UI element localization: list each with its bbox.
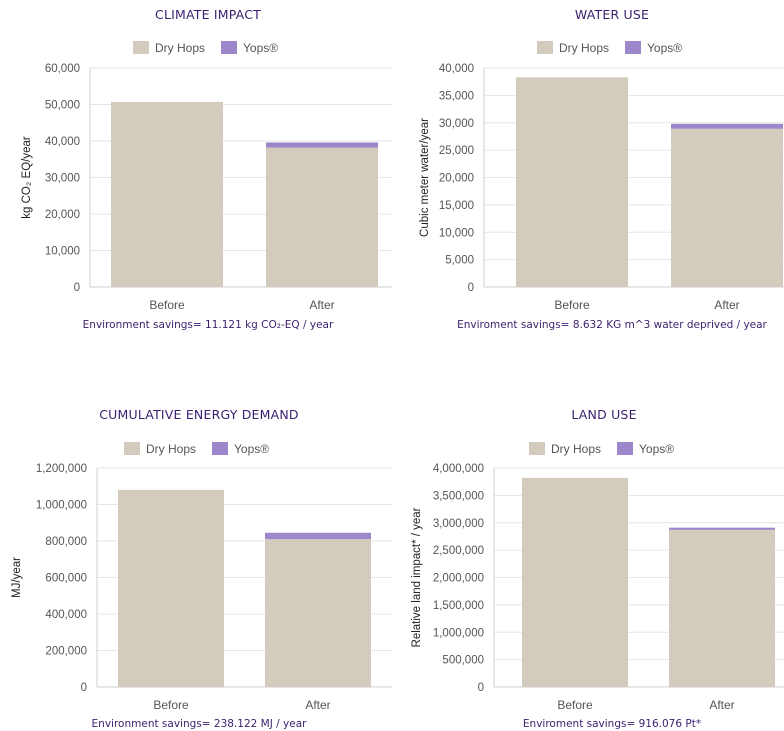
y-tick-label: 30,000 bbox=[439, 118, 474, 130]
savings-note: Environment savings= 238.122 MJ / year bbox=[92, 718, 308, 730]
y-tick-label: 20,000 bbox=[45, 209, 80, 221]
bar-after-yops bbox=[669, 527, 775, 530]
bar-after-dry-hops bbox=[265, 539, 371, 687]
legend-label-yops: Yops® bbox=[639, 442, 674, 456]
savings-note: Enviroment savings= 8.632 KG m^3 water d… bbox=[457, 319, 767, 331]
legend-swatch-yops bbox=[221, 41, 237, 54]
y-tick-label: 0 bbox=[478, 682, 484, 694]
y-tick-label: 200,000 bbox=[45, 646, 87, 658]
x-tick-label: After bbox=[309, 298, 334, 312]
legend-swatch-dry-hops bbox=[529, 442, 545, 455]
chart-land-use: LAND USE Dry Hops Yops® 0 500,000 1,000,000 1,… bbox=[392, 365, 784, 731]
legend-label-yops: Yops® bbox=[647, 41, 682, 55]
y-tick-label: 0 bbox=[81, 682, 87, 694]
bar-before-dry-hops bbox=[111, 101, 223, 287]
x-tick-label: Before bbox=[554, 298, 590, 312]
x-tick-label: Before bbox=[153, 698, 189, 712]
chart-svg: CLIMATE IMPACT Dry Hops Yops® 0 10,000 20,000… bbox=[21, 7, 392, 331]
chart-svg: CUMULATIVE ENERGY DEMAND Dry Hops Yops® 0 20… bbox=[11, 407, 392, 730]
bar-before-dry-hops bbox=[118, 489, 224, 687]
y-tick-label: 60,000 bbox=[45, 63, 80, 75]
y-tick-label: 5,000 bbox=[445, 255, 474, 267]
bar-after-dry-hops bbox=[671, 128, 783, 287]
bar-after-dry-hops bbox=[669, 529, 775, 687]
y-tick-label: 40,000 bbox=[439, 63, 474, 75]
y-tick-label: 1,500,000 bbox=[433, 600, 484, 612]
bar-before-dry-hops bbox=[516, 77, 628, 288]
legend-label-yops: Yops® bbox=[234, 442, 269, 456]
x-tick-label: After bbox=[709, 698, 734, 712]
savings-note: Enviroment savings= 916.076 Pt* bbox=[523, 718, 701, 730]
chart-title: WATER USE bbox=[575, 7, 649, 22]
chart-title: CUMULATIVE ENERGY DEMAND bbox=[99, 407, 299, 422]
legend-swatch-yops bbox=[617, 442, 633, 455]
legend-swatch-yops bbox=[212, 442, 228, 455]
y-tick-label: 3,000,000 bbox=[433, 518, 484, 530]
bar-after-yops bbox=[266, 142, 378, 148]
y-tick-label: 3,500,000 bbox=[433, 490, 484, 502]
y-tick-label: 0 bbox=[468, 282, 474, 294]
y-tick-label: 10,000 bbox=[45, 246, 80, 258]
savings-note: Environment savings= 11.121 kg CO₂-EQ / … bbox=[83, 319, 334, 331]
y-tick-label: 600,000 bbox=[45, 573, 87, 585]
legend-swatch-dry-hops bbox=[133, 41, 149, 54]
y-tick-label: 40,000 bbox=[45, 136, 80, 148]
y-tick-label: 400,000 bbox=[45, 609, 87, 621]
y-tick-label: 4,000,000 bbox=[433, 463, 484, 475]
chart-cumulative-energy-demand: CUMULATIVE ENERGY DEMAND Dry Hops Yops® 0 20… bbox=[0, 365, 392, 731]
chart-water-use: WATER USE Dry Hops Yops® 0 5,000 10,000 15,000… bbox=[392, 0, 784, 365]
bar-after-yops bbox=[671, 123, 783, 129]
y-tick-label: 25,000 bbox=[439, 145, 474, 157]
x-tick-label: After bbox=[714, 298, 739, 312]
y-axis-label: Relative land impact* / year bbox=[411, 507, 423, 647]
chart-title: CLIMATE IMPACT bbox=[155, 7, 261, 22]
y-tick-label: 20,000 bbox=[439, 173, 474, 185]
chart-svg: LAND USE Dry Hops Yops® 0 500,000 1,000,000 1,… bbox=[411, 407, 784, 730]
bar-after-dry-hops bbox=[266, 147, 378, 287]
legend-swatch-yops bbox=[625, 41, 641, 54]
legend-label-dry-hops: Dry Hops bbox=[559, 41, 609, 55]
y-tick-label: 500,000 bbox=[442, 655, 484, 667]
y-axis-label: Cubic meter water/year bbox=[419, 118, 431, 237]
y-tick-label: 10,000 bbox=[439, 227, 474, 239]
y-tick-label: 35,000 bbox=[439, 90, 474, 102]
bar-before-dry-hops bbox=[522, 477, 628, 687]
legend-swatch-dry-hops bbox=[124, 442, 140, 455]
x-tick-label: Before bbox=[149, 298, 185, 312]
y-axis-label: MJ/year bbox=[11, 557, 23, 598]
y-tick-label: 2,000,000 bbox=[433, 573, 484, 585]
legend-label-yops: Yops® bbox=[243, 41, 278, 55]
chart-title: LAND USE bbox=[571, 407, 636, 422]
legend-swatch-dry-hops bbox=[537, 41, 553, 54]
y-tick-label: 1,000,000 bbox=[36, 500, 87, 512]
legend-label-dry-hops: Dry Hops bbox=[155, 41, 205, 55]
y-tick-label: 2,500,000 bbox=[433, 545, 484, 557]
y-tick-label: 1,200,000 bbox=[36, 463, 87, 475]
bar-after-yops bbox=[265, 532, 371, 540]
y-axis-label: kg CO₂ EQ/year bbox=[21, 136, 33, 219]
y-tick-label: 1,000,000 bbox=[433, 627, 484, 639]
y-tick-label: 50,000 bbox=[45, 100, 80, 112]
chart-svg: WATER USE Dry Hops Yops® 0 5,000 10,000 15,000… bbox=[419, 7, 784, 331]
x-tick-label: After bbox=[305, 698, 330, 712]
y-tick-label: 30,000 bbox=[45, 173, 80, 185]
chart-climate-impact: CLIMATE IMPACT Dry Hops Yops® 0 10,000 20,000… bbox=[0, 0, 392, 365]
legend-label-dry-hops: Dry Hops bbox=[146, 442, 196, 456]
legend-label-dry-hops: Dry Hops bbox=[551, 442, 601, 456]
y-tick-label: 800,000 bbox=[45, 536, 87, 548]
x-tick-label: Before bbox=[557, 698, 593, 712]
y-tick-label: 0 bbox=[74, 282, 80, 294]
y-tick-label: 15,000 bbox=[439, 200, 474, 212]
